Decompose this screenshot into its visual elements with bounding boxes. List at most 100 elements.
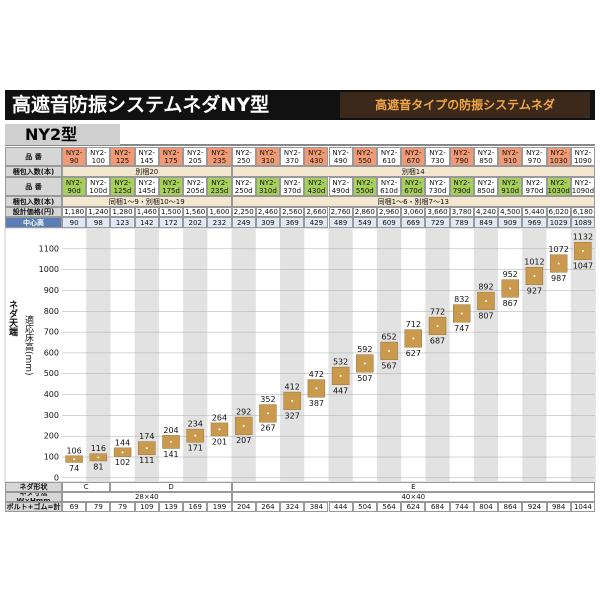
header-title: 高遮音防振システムネダNY型 [12, 94, 270, 116]
part-number: NY2-145 [134, 147, 159, 166]
bolt-rubber-total: 79 [86, 502, 111, 512]
price: 2,760 [328, 207, 353, 217]
part-number: NY2-235 [207, 147, 232, 166]
y-tick-label: 500 [44, 369, 59, 378]
column-stripe [328, 228, 353, 482]
price: 2,660 [304, 207, 329, 217]
range-low-label: 567 [381, 361, 396, 370]
range-low-label: 1047 [573, 261, 593, 270]
range-high-label: 264 [212, 413, 227, 422]
y-tick-label: 1000 [39, 265, 59, 274]
center-height: 549 [352, 217, 377, 228]
price: 6,020 [546, 207, 571, 217]
center-height: 489 [328, 217, 353, 228]
range-dot [218, 428, 221, 431]
price: 1,500 [158, 207, 184, 217]
bolt-rubber-total: 324 [280, 502, 305, 512]
center-height: 309 [255, 217, 281, 228]
price: 3,660 [425, 207, 450, 217]
range-high-label: 532 [333, 358, 348, 367]
range-low-label: 74 [69, 464, 79, 473]
beam-size: 28×40 [62, 492, 232, 502]
y-tick-label: 0 [54, 473, 59, 482]
range-low-label: 207 [236, 436, 251, 445]
part-number-d: NY2-490d [328, 177, 353, 196]
part-number-d: NY2-850d [473, 177, 499, 196]
y-tick-label: 700 [44, 328, 59, 337]
price: 1,460 [134, 207, 159, 217]
part-number: NY2-430 [304, 147, 329, 166]
part-number-d: NY2-145d [134, 177, 159, 196]
pack-count-d: 同梱1〜6・別梱7〜13 [231, 196, 595, 207]
center-height: 969 [522, 217, 547, 228]
bolt-rubber-total: 264 [255, 502, 281, 512]
range-dot [557, 262, 560, 265]
price: 2,460 [255, 207, 281, 217]
range-dot [291, 399, 294, 402]
price: 2,960 [376, 207, 402, 217]
price: 2,560 [280, 207, 305, 217]
part-number-d: NY2-610d [376, 177, 402, 196]
y-tick-label: 900 [44, 286, 59, 295]
header-subtitle: 高遮音タイプの防振システムネダ [340, 92, 590, 118]
price: 1,180 [62, 207, 87, 217]
range-high-label: 204 [163, 426, 178, 435]
bolt-rubber-total: 984 [546, 502, 571, 512]
range-dot [436, 324, 439, 327]
column-stripe [280, 228, 305, 482]
bolt-rubber-total: 384 [304, 502, 329, 512]
part-number: NY2-100 [86, 147, 111, 166]
pack-count: 別梱20 [62, 166, 232, 177]
part-number: NY2-1030 [546, 147, 571, 166]
part-number-d: NY2-1090d [570, 177, 595, 196]
part-number: NY2-610 [376, 147, 402, 166]
range-low-label: 171 [188, 444, 203, 453]
beam-size: 40×40 [231, 492, 595, 502]
bolt-rubber-total: 199 [207, 502, 232, 512]
center-height: 90 [62, 217, 87, 228]
range-low-label: 81 [93, 462, 103, 471]
pack-count: 別梱14 [231, 166, 595, 177]
part-number: NY2-970 [522, 147, 547, 166]
range-low-label: 687 [430, 336, 445, 345]
range-dot [412, 337, 415, 340]
range-high-label: 832 [454, 295, 469, 304]
y-axis-label: 適応床高(mm) [23, 315, 33, 376]
part-number: NY2-1090 [570, 147, 595, 166]
y-tick-label: 600 [44, 348, 59, 357]
price: 1,280 [110, 207, 135, 217]
range-high-label: 712 [406, 320, 421, 329]
range-low-label: 987 [551, 274, 566, 283]
y-tick-label: 400 [44, 390, 59, 399]
range-high-label: 652 [381, 333, 396, 342]
part-number: NY2-850 [473, 147, 499, 166]
center-height: 729 [425, 217, 450, 228]
range-low-label: 102 [115, 458, 130, 467]
range-high-label: 1072 [548, 245, 568, 254]
center-height: 369 [280, 217, 305, 228]
part-number: NY2-175 [158, 147, 184, 166]
range-low-label: 507 [357, 374, 372, 383]
range-dot [97, 456, 100, 459]
range-low-label: 807 [478, 311, 493, 320]
range-dot [460, 312, 463, 315]
bolt-rubber-total: 444 [328, 502, 353, 512]
bolt-rubber-total: 169 [183, 502, 208, 512]
part-number: NY2-90 [62, 147, 87, 166]
price: 1,600 [207, 207, 232, 217]
range-high-label: 234 [188, 420, 203, 429]
row-label: 設計価格(円) [5, 207, 62, 217]
range-dot [315, 387, 318, 390]
part-number-d: NY2-1030d [546, 177, 571, 196]
side-label: ネダ天端 [7, 300, 17, 336]
part-number: NY2-310 [255, 147, 281, 166]
part-number: NY2-730 [425, 147, 450, 166]
center-height: 1029 [546, 217, 571, 228]
range-low-label: 201 [212, 437, 227, 446]
range-high-label: 892 [478, 283, 493, 292]
part-number: NY2-490 [328, 147, 353, 166]
price: 2,250 [231, 207, 256, 217]
price: 1,560 [183, 207, 208, 217]
range-high-label: 352 [260, 395, 275, 404]
